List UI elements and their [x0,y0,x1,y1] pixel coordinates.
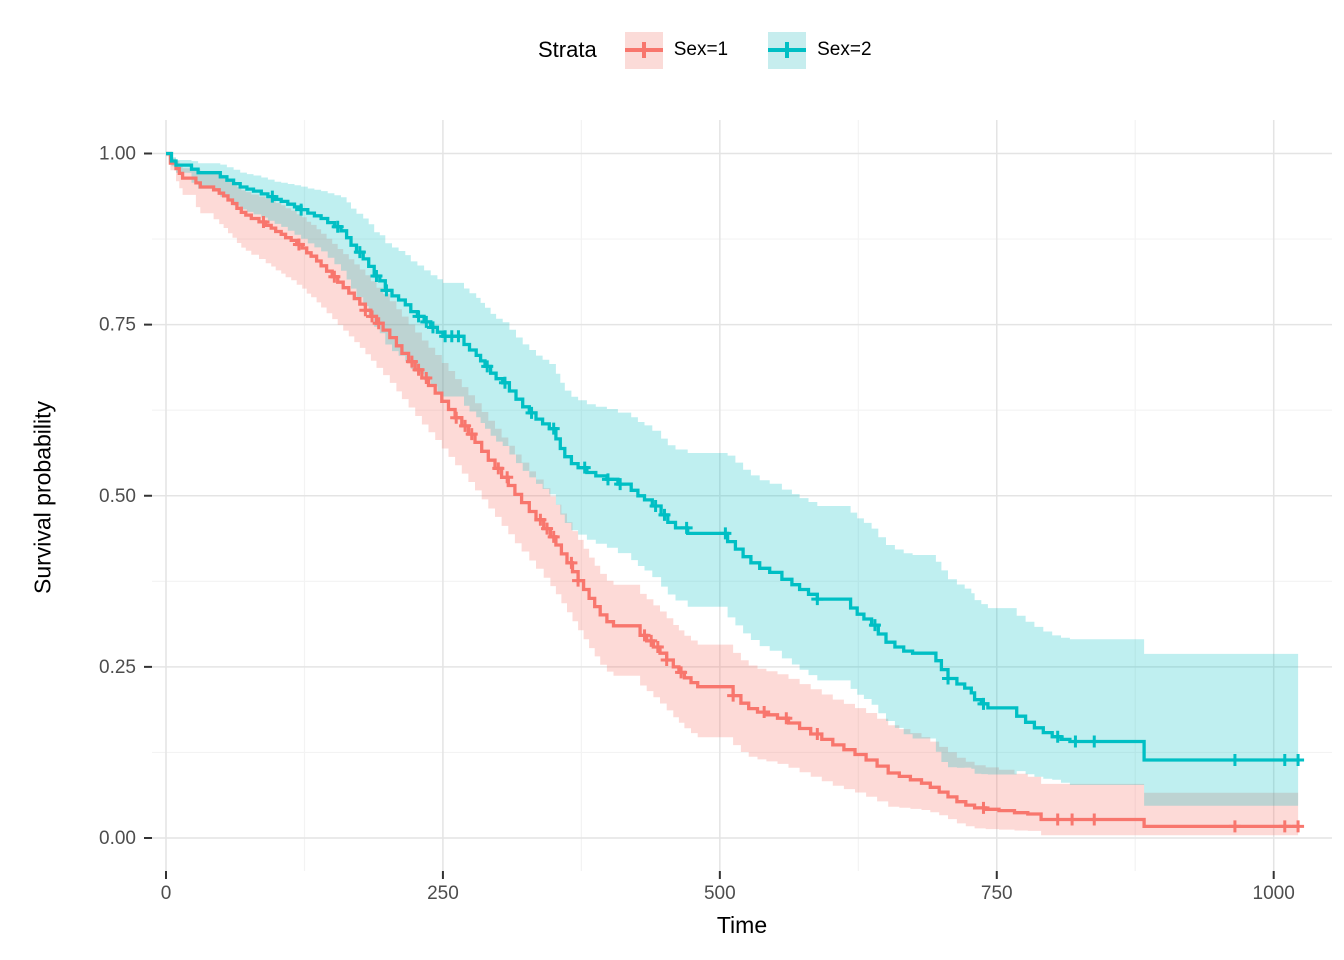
censor-plus-icon [719,527,732,540]
censor-plus-icon [868,619,881,632]
censor-plus-icon [266,190,279,203]
legend-label-sex1: Sex=1 [673,39,729,60]
censor-plus-icon [426,321,439,334]
censor-plus-icon [372,317,385,330]
censor-plus-icon [601,473,614,486]
confidence-band-sex2 [166,153,1299,806]
legend-item-sex2: Sex=2 [768,31,872,69]
y-tick-label: 0.50 [99,486,136,507]
censor-plus-icon [412,363,425,376]
censor-marks [257,190,1305,833]
censor-plus-icon [292,238,305,251]
y-axis-title: Survival probability [29,400,56,595]
censor-plus-icon [452,330,465,343]
censor-plus-icon [481,360,494,373]
censor-plus-icon [405,355,418,368]
censor-plus-icon [578,461,591,474]
censor-plus-icon [498,376,511,389]
censor-plus-icon [370,270,383,283]
censor-plus-icon [1066,813,1079,826]
censor-plus-icon [380,284,393,297]
censor-plus-icon [1051,730,1064,743]
censor-plus-icon [1088,813,1101,826]
confidence-bands [166,153,1299,836]
censor-plus-icon [1228,820,1241,833]
censor-plus-icon [780,712,793,725]
grid-major [152,120,1332,871]
survival-curve-sex1 [166,151,1299,829]
censor-plus-icon [565,556,578,569]
censor-plus-icon [977,801,990,814]
x-tick-label: 750 [981,883,1013,904]
censor-marks-sex2 [266,190,1305,766]
y-tick-label: 0.75 [99,315,136,336]
censor-plus-icon [328,270,341,283]
censor-plus-icon [547,530,560,543]
legend-key-sex1-icon [624,31,663,69]
censor-plus-icon [492,462,505,475]
censor-plus-icon [420,372,433,385]
censor-plus-icon [758,706,771,719]
censor-plus-icon [353,246,366,259]
censor-plus-icon [675,666,688,679]
censor-plus-icon [727,689,740,702]
censor-plus-icon [1069,735,1082,748]
censor-plus-icon [534,513,547,526]
censor-plus-icon [295,203,308,216]
censor-plus-icon [660,654,673,667]
legend: Strata Sex=1 Sex=2 [538,30,872,70]
censor-plus-icon [1088,735,1101,748]
censor-plus-icon [465,428,478,441]
censor-plus-icon [359,304,372,317]
censor-plus-icon [638,629,651,642]
survival-curve-sex2 [166,151,1299,762]
censor-plus-icon [525,406,538,419]
censor-plus-icon [501,471,514,484]
legend-title: Strata [538,37,597,62]
y-tick-label: 0.25 [99,657,136,678]
censor-plus-icon [366,310,379,323]
censor-plus-icon [614,478,627,491]
censor-plus-icon [1228,753,1241,766]
censor-plus-icon [658,508,671,521]
axis-ticks: 0 250 500 750 1000 0.00 0.25 0.50 0.75 1.00 [99,144,1295,905]
censor-plus-icon [651,641,664,654]
legend-label-sex2: Sex=2 [817,39,872,60]
censor-plus-icon [680,521,693,534]
censor-plus-icon [331,220,344,233]
censor-plus-icon [541,522,554,535]
survival-curves [166,151,1299,829]
censor-plus-icon [572,574,585,587]
censor-plus-icon [942,672,955,685]
y-tick-label: 0.00 [99,828,136,849]
censor-plus-icon [977,697,990,710]
x-tick-label: 1000 [1253,883,1295,904]
legend-key-sex2-icon [768,31,807,69]
y-tick-label: 1.00 [99,144,136,165]
censor-marks-sex1 [257,215,1305,833]
legend-item-sex1: Sex=1 [624,31,729,69]
x-tick-label: 500 [704,883,736,904]
censor-plus-icon [257,215,270,228]
censor-plus-icon [459,419,472,432]
censor-plus-icon [1051,813,1064,826]
censor-plus-icon [645,634,658,647]
censor-plus-icon [1278,820,1291,833]
censor-plus-icon [1292,820,1305,833]
x-tick-label: 0 [161,883,172,904]
x-axis-title: Time [716,912,768,938]
censor-plus-icon [450,411,463,424]
censor-plus-icon [1278,753,1291,766]
censor-plus-icon [412,310,425,323]
censor-plus-icon [811,727,824,740]
censor-plus-icon [547,422,560,435]
censor-plus-icon [1292,753,1305,766]
censor-plus-icon [811,593,824,606]
censor-plus-icon [649,500,662,513]
censor-plus-icon [420,315,433,328]
x-tick-label: 250 [427,883,459,904]
